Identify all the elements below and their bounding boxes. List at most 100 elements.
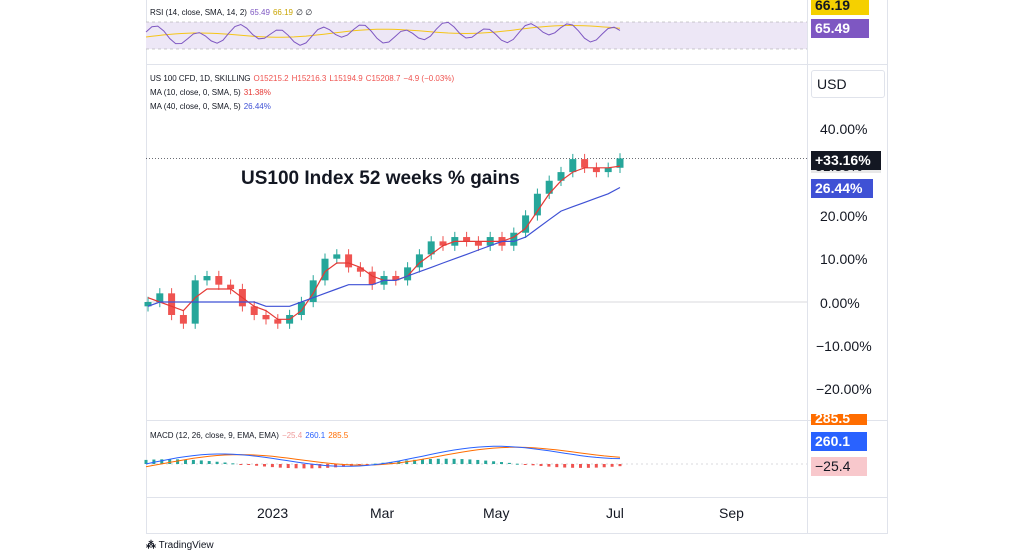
chart-annotation: US100 Index 52 weeks % gains (241, 168, 520, 189)
macd-hist-tag: −25.4 (811, 457, 867, 476)
rsi-legend: RSI (14, close, SMA, 14, 2) 65.49 66.19 ∅ ∅ (150, 8, 315, 17)
y-tick-0: 0.00% (820, 295, 860, 311)
macd-line (145, 445, 621, 467)
macd-histogram-bar (191, 459, 195, 464)
macd-line-value: 260.1 (305, 431, 326, 440)
x-label-mar: Mar (370, 505, 395, 521)
macd-histogram-bar (223, 462, 227, 464)
ohlc-open: O15215.2 (253, 74, 289, 83)
ma10-value: 31.38% (243, 88, 271, 97)
candle (333, 254, 341, 259)
x-label-jul: Jul (606, 505, 624, 521)
rsi-legend-label: RSI (14, close, SMA, 14, 2) (150, 8, 247, 17)
candle (356, 267, 364, 272)
macd-histogram-bar (286, 464, 290, 469)
rsi-pane[interactable] (0, 0, 1011, 64)
macd-histogram-bar (460, 459, 464, 464)
ma40-legend: MA (40, close, 0, SMA, 5) 26.44% (150, 102, 274, 111)
macd-histogram-bar (239, 464, 243, 465)
macd-signal-value: 285.5 (328, 431, 349, 440)
macd-histogram-bar (436, 458, 440, 464)
x-label-2023: 2023 (257, 505, 289, 521)
macd-histogram-bar (586, 464, 590, 468)
currency-button[interactable]: USD (811, 70, 885, 98)
macd-histogram-bar (310, 464, 314, 469)
macd-histogram-bar (247, 464, 251, 465)
macd-histogram-bar (270, 464, 274, 468)
ma40-line (147, 186, 621, 307)
candle (168, 293, 176, 315)
price-pane[interactable] (0, 0, 1011, 420)
macd-histogram-bar (184, 459, 187, 464)
ohlc-close: C15208.7 (365, 74, 401, 83)
macd-histogram-bar (507, 462, 511, 464)
macd-histogram-bar (444, 458, 448, 464)
macd-histogram-bar (168, 459, 172, 464)
macd-pane[interactable] (0, 0, 1011, 497)
candle (215, 276, 223, 285)
chart-frame (146, 0, 888, 534)
ma40-tag: 26.44% (811, 179, 873, 198)
rsi-sma-value: 66.19 (272, 8, 293, 17)
macd-histogram-bar (563, 464, 567, 468)
macd-histogram-bar (547, 464, 551, 467)
y-tick-neg20: −20.00% (816, 381, 872, 397)
macd-hist-value: −25.4 (281, 431, 303, 440)
ohlc-low: L15194.9 (329, 74, 363, 83)
candle (592, 167, 600, 173)
y-tick-40: 40.00% (820, 121, 868, 137)
rsi-sma-tag: 66.19 (811, 0, 869, 15)
ma40-value: 26.44% (243, 102, 271, 111)
macd-histogram-bar (523, 464, 527, 465)
macd-histogram-bar (484, 460, 488, 464)
price-tag: +33.16% (811, 151, 881, 170)
macd-histogram-bar (468, 459, 472, 464)
time-axis-divider (146, 497, 888, 498)
rsi-value: 65.49 (249, 8, 270, 17)
candle (297, 302, 305, 315)
macd-histogram-bar (428, 458, 432, 464)
macd-histogram-bar (555, 464, 559, 468)
x-label-may: May (483, 505, 510, 521)
macd-line-tag: 260.1 (811, 432, 867, 451)
candle (179, 314, 187, 324)
macd-histogram-bar (452, 458, 456, 464)
candle (262, 314, 270, 320)
candle (144, 302, 152, 307)
macd-histogram-bar (231, 463, 235, 465)
macd-histogram-bar (492, 461, 496, 464)
y-tick-10: 10.00% (820, 251, 868, 267)
macd-histogram-bar (515, 463, 519, 465)
macd-histogram-bar (207, 461, 211, 464)
symbol-label: US 100 CFD, 1D, SKILLING (150, 74, 251, 83)
y-tick-20: 20.00% (820, 208, 868, 224)
rsi-pane-divider (146, 64, 888, 65)
candle (345, 254, 353, 268)
macd-pane-divider (146, 420, 888, 421)
candle (321, 258, 329, 281)
tradingview-logo[interactable]: ⁂ TradingView (146, 540, 214, 551)
macd-histogram-bar (342, 464, 345, 467)
macd-histogram-bar (531, 464, 535, 466)
rsi-sma-line (145, 25, 621, 38)
candle (156, 293, 164, 302)
macd-histogram-bar (263, 464, 266, 467)
ma40-label: MA (40, close, 0, SMA, 5) (150, 102, 241, 111)
macd-histogram-bar (421, 459, 424, 464)
macd-histogram-bar (199, 460, 203, 464)
x-label-sep: Sep (719, 505, 744, 521)
candle (569, 159, 577, 173)
macd-signal-line (145, 446, 621, 468)
candle (463, 237, 471, 242)
ma10-legend: MA (10, close, 0, SMA, 5) 31.38% (150, 88, 274, 97)
candle (545, 180, 553, 194)
macd-legend-label: MACD (12, 26, close, 9, EMA, EMA) (150, 431, 279, 440)
ohlc-high: H15216.3 (291, 74, 327, 83)
candle (274, 319, 282, 324)
ma10-label: MA (10, close, 0, SMA, 5) (150, 88, 241, 97)
candle (427, 241, 435, 255)
macd-histogram-bar (278, 464, 282, 468)
macd-histogram-bar (255, 464, 259, 466)
candle (439, 241, 447, 246)
candle (581, 159, 589, 168)
